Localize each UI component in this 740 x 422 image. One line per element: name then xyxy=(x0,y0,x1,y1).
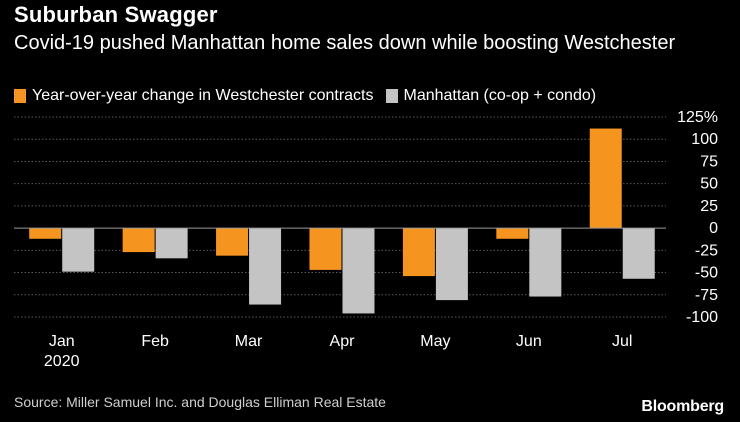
y-tick-label: 0 xyxy=(709,220,718,237)
y-tick-label: -25 xyxy=(695,242,718,259)
bar-westchester-apr xyxy=(309,228,342,270)
bar-manhattan-mar xyxy=(249,228,282,305)
legend: Year-over-year change in Westchester con… xyxy=(14,87,596,105)
y-tick-label: 100 xyxy=(691,131,718,148)
x-tick-label: Jun xyxy=(516,333,542,350)
bar-manhattan-jan xyxy=(62,228,95,272)
y-tick-label: 25 xyxy=(700,198,718,215)
bar-westchester-mar xyxy=(216,228,249,256)
bar-manhattan-feb xyxy=(155,228,188,259)
x-tick-sublabel: 2020 xyxy=(44,353,80,370)
x-tick-label: Apr xyxy=(330,333,356,350)
legend-swatch-manhattan xyxy=(385,89,398,103)
y-tick-label: -50 xyxy=(695,265,718,282)
chart-subtitle: Covid-19 pushed Manhattan home sales dow… xyxy=(14,32,676,54)
bar-manhattan-may xyxy=(435,228,468,301)
x-tick-label: Jan xyxy=(49,333,75,350)
x-tick-label: Mar xyxy=(235,333,263,350)
x-tick-label: Feb xyxy=(141,333,169,350)
x-tick-label: May xyxy=(420,333,450,350)
bar-westchester-jan xyxy=(29,228,62,239)
chart-title: Suburban Swagger xyxy=(14,2,218,27)
x-tick-label: Jul xyxy=(612,333,632,350)
bar-westchester-feb xyxy=(122,228,155,253)
bloomberg-logo: Bloomberg xyxy=(641,398,724,415)
y-tick-label: -75 xyxy=(695,287,718,304)
y-tick-label: -100 xyxy=(686,309,718,326)
bar-manhattan-jun xyxy=(529,228,562,297)
y-tick-label: 75 xyxy=(700,153,718,170)
bar-westchester-jun xyxy=(496,228,529,239)
bar-manhattan-jul xyxy=(622,228,655,279)
legend-entry-westchester: Year-over-year change in Westchester con… xyxy=(14,87,374,105)
bar-westchester-jul xyxy=(589,128,622,229)
y-tick-label: 125% xyxy=(677,109,718,126)
bar-manhattan-apr xyxy=(342,228,375,314)
legend-label-westchester: Year-over-year change in Westchester con… xyxy=(32,87,374,104)
legend-entry-manhattan: Manhattan (co-op + condo) xyxy=(385,87,597,105)
bar-westchester-may xyxy=(402,228,435,277)
source-note: Source: Miller Samuel Inc. and Douglas E… xyxy=(14,394,386,410)
y-tick-label: 50 xyxy=(700,176,718,193)
legend-swatch-westchester xyxy=(14,89,26,103)
legend-label-manhattan: Manhattan (co-op + condo) xyxy=(403,87,597,104)
